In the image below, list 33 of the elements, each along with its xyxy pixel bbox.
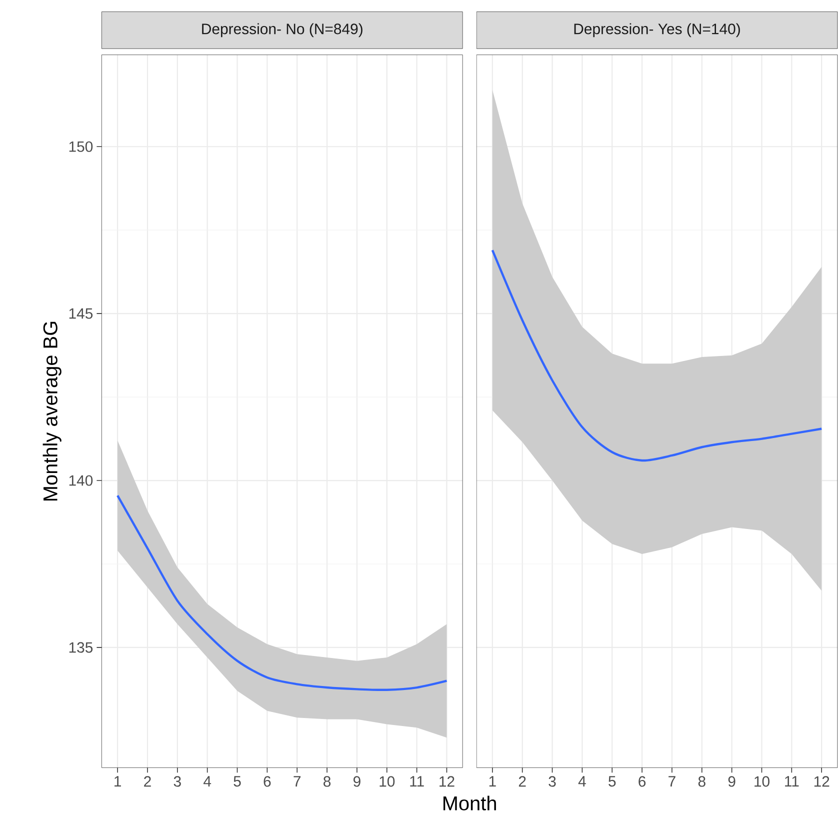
x-tick-label: 9 <box>354 776 360 787</box>
x-tick-label: 9 <box>728 776 736 787</box>
x-tick-label: 7 <box>668 776 676 786</box>
y-axis-title: Monthly average BG <box>42 322 62 500</box>
x-tick-label: 11 <box>785 776 799 786</box>
x-axis-title: Month <box>443 796 496 810</box>
x-tick-label: 8 <box>324 776 331 787</box>
y-tick-label: 145 <box>69 308 93 319</box>
x-tick-label: 12 <box>440 776 454 786</box>
x-tick-label: 5 <box>608 776 616 786</box>
chart-title: Depression- Yes (N=140) <box>574 23 740 37</box>
line-series <box>116 494 448 691</box>
x-tick-label: 5 <box>234 776 241 786</box>
x-tick-label: 1 <box>489 776 496 786</box>
x-tick-label: 7 <box>294 776 301 786</box>
x-tick-label: 3 <box>174 776 181 787</box>
x-tick-label: 10 <box>754 776 770 787</box>
x-tick-label: 4 <box>578 776 586 786</box>
x-tick-label: 3 <box>548 776 556 787</box>
y-tick-label: 135 <box>69 642 93 653</box>
x-tick-label: 2 <box>144 776 151 786</box>
x-tick-label: 12 <box>814 776 830 786</box>
chart-title: Depression- No (N=849) <box>202 23 362 37</box>
x-tick-label: 6 <box>264 776 271 787</box>
x-tick-label: 1 <box>114 776 121 786</box>
x-tick-label: 2 <box>518 776 526 786</box>
x-tick-label: 8 <box>698 776 706 787</box>
x-tick-label: 10 <box>380 776 395 787</box>
y-tick-label: 150 <box>69 141 93 152</box>
x-tick-label: 4 <box>204 776 212 786</box>
x-tick-label: 11 <box>410 776 424 786</box>
x-tick-label: 6 <box>638 776 646 787</box>
y-tick-label: 140 <box>69 475 93 486</box>
